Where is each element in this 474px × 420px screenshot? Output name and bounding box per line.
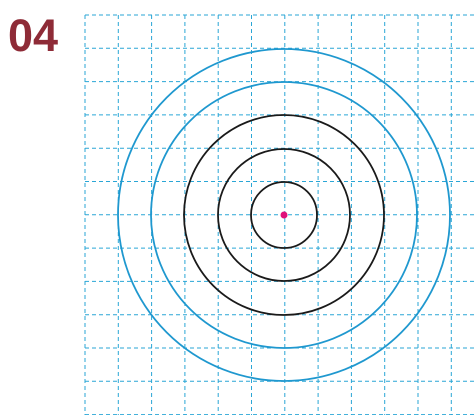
figure-number: 04	[8, 10, 58, 61]
outer-circle	[117, 48, 451, 382]
inner-circle	[183, 114, 385, 316]
inner-circle	[217, 148, 351, 282]
grid	[84, 14, 474, 416]
outer-circle	[150, 81, 418, 349]
circles	[117, 48, 451, 382]
inner-circle	[250, 181, 318, 249]
center-dot	[280, 211, 288, 219]
